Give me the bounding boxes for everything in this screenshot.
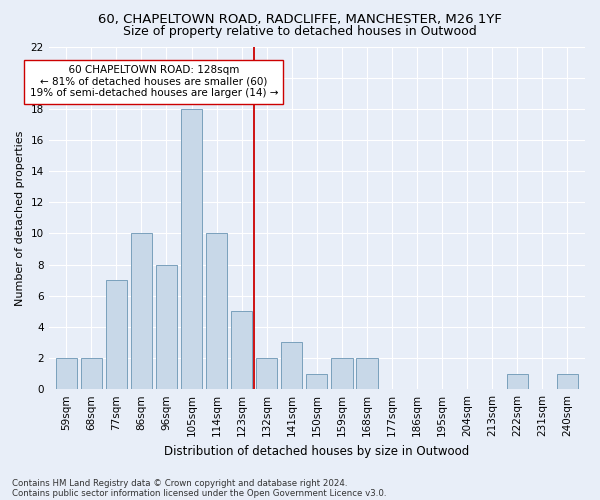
Bar	[131, 234, 152, 389]
Bar	[281, 342, 302, 389]
Bar	[331, 358, 353, 389]
Bar	[506, 374, 528, 389]
Bar	[206, 234, 227, 389]
Text: Size of property relative to detached houses in Outwood: Size of property relative to detached ho…	[123, 25, 477, 38]
Bar	[106, 280, 127, 389]
Bar	[156, 264, 177, 389]
Bar	[80, 358, 102, 389]
Y-axis label: Number of detached properties: Number of detached properties	[15, 130, 25, 306]
Bar	[306, 374, 328, 389]
Bar	[181, 109, 202, 389]
Text: 60, CHAPELTOWN ROAD, RADCLIFFE, MANCHESTER, M26 1YF: 60, CHAPELTOWN ROAD, RADCLIFFE, MANCHEST…	[98, 12, 502, 26]
Bar	[256, 358, 277, 389]
Text: Contains HM Land Registry data © Crown copyright and database right 2024.: Contains HM Land Registry data © Crown c…	[12, 478, 347, 488]
Bar	[356, 358, 377, 389]
Text: Contains public sector information licensed under the Open Government Licence v3: Contains public sector information licen…	[12, 488, 386, 498]
Bar	[557, 374, 578, 389]
Text: 60 CHAPELTOWN ROAD: 128sqm  
← 81% of detached houses are smaller (60)
19% of se: 60 CHAPELTOWN ROAD: 128sqm ← 81% of deta…	[29, 65, 278, 98]
X-axis label: Distribution of detached houses by size in Outwood: Distribution of detached houses by size …	[164, 444, 469, 458]
Bar	[231, 312, 252, 389]
Bar	[56, 358, 77, 389]
